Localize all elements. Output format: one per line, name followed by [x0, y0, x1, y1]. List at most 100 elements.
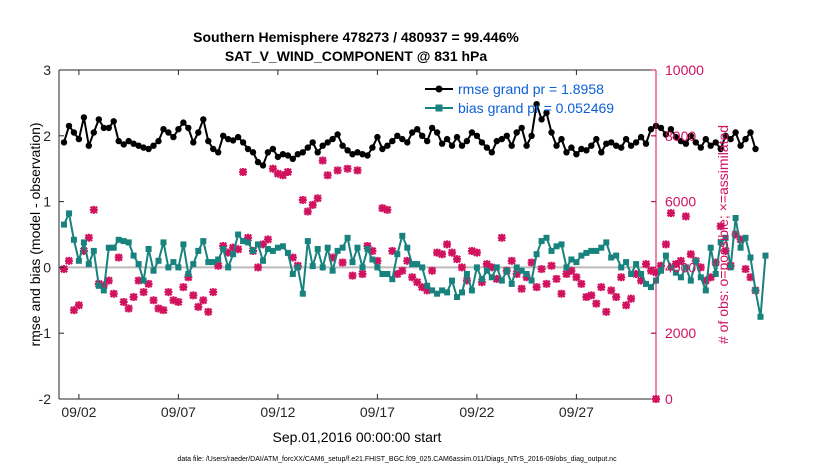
rmse-marker [359, 151, 366, 158]
rmse-marker [274, 153, 282, 161]
rmse-marker [573, 151, 580, 158]
obs-assimilated-marker [204, 307, 213, 316]
obs-assimilated-marker [443, 240, 452, 249]
obs-assimilated-marker [632, 269, 641, 278]
obs-assimilated-marker [477, 278, 486, 287]
bias-marker [200, 238, 207, 245]
bias-marker [389, 276, 396, 283]
rmse-marker [95, 116, 103, 123]
obs-assimilated-marker [263, 235, 272, 244]
rmse-marker [384, 142, 391, 149]
obs-assimilated-marker [532, 283, 541, 292]
bias-marker [409, 261, 416, 268]
bias-marker [667, 264, 674, 271]
bias-marker [648, 284, 654, 291]
obs-assimilated-marker [597, 283, 606, 292]
rmse-marker [140, 144, 147, 151]
rmse-marker [608, 139, 615, 146]
obs-assimilated-marker [288, 253, 297, 262]
rmse-marker [404, 139, 411, 146]
obs-assimilated-marker [627, 294, 636, 303]
obs-assimilated-marker [59, 265, 68, 274]
obs-assimilated-marker [348, 271, 357, 280]
rmse-marker [369, 144, 376, 151]
rmse-marker [155, 137, 162, 145]
obs-assimilated-marker [278, 171, 287, 180]
bias-marker [488, 274, 495, 281]
rmse-marker [463, 137, 471, 145]
obs-assimilated-marker [711, 258, 720, 267]
rmse-marker [125, 137, 132, 145]
obs-assimilated-marker [303, 207, 312, 216]
obs-assimilated-marker [671, 260, 680, 269]
bias-marker [394, 251, 401, 258]
obs-assimilated-marker [676, 256, 685, 265]
rmse-marker [185, 124, 192, 132]
bias-marker [364, 246, 371, 252]
obs-assimilated-marker [328, 253, 337, 262]
rmse-marker [637, 133, 645, 141]
obs-assimilated-marker [124, 304, 133, 313]
bias-marker [628, 271, 635, 277]
rmse-marker [210, 145, 217, 153]
bias-marker [444, 289, 451, 296]
bias-marker [618, 264, 625, 271]
bias-marker [190, 261, 197, 268]
obs-assimilated-marker [637, 276, 646, 285]
bias-marker [762, 252, 769, 259]
rmse-marker [627, 142, 635, 149]
rmse-marker [752, 145, 759, 153]
obs-assimilated-marker [587, 291, 596, 300]
obs-assimilated-marker [512, 269, 521, 278]
rmse-marker [349, 151, 356, 158]
rmse-marker [583, 147, 590, 154]
rmse-marker [598, 149, 605, 156]
rmse-marker [717, 145, 724, 153]
rmse-marker [150, 142, 157, 149]
obs-assimilated-marker [343, 164, 352, 173]
rmse-marker [160, 126, 167, 133]
obs-assimilated-marker [457, 263, 466, 272]
rmse-marker [249, 149, 257, 156]
rmse-marker [175, 126, 182, 133]
bias-marker [140, 277, 147, 284]
bias-marker [210, 259, 217, 266]
rmse-marker [225, 135, 232, 143]
rmse-marker [642, 140, 650, 147]
bias-marker [593, 247, 600, 254]
bias-marker [384, 271, 391, 277]
bias-marker [498, 277, 505, 284]
obs-assimilated-marker [467, 246, 476, 255]
rmse-marker [453, 133, 461, 141]
rmse-marker [533, 101, 540, 108]
bias-marker [672, 269, 679, 276]
rmse-marker [339, 142, 346, 149]
bias-marker [434, 290, 441, 297]
bias-marker [334, 247, 341, 254]
bias-marker [727, 264, 734, 271]
bias-marker [598, 244, 605, 251]
obs-assimilated-marker [403, 256, 412, 265]
rmse-marker [145, 145, 152, 153]
rmse-marker [647, 126, 655, 133]
rmse-marker [513, 129, 520, 136]
rmse-marker [428, 124, 436, 132]
bias-marker [662, 252, 669, 259]
obs-assimilated-marker [721, 246, 730, 255]
rmse-marker [195, 129, 202, 136]
rmse-marker [662, 131, 670, 138]
rmse-marker [548, 129, 555, 136]
x-tick-label: 09/02 [61, 404, 96, 420]
bias-marker [742, 234, 749, 241]
bias-marker [314, 246, 321, 252]
obs-assimilated-marker [517, 284, 526, 293]
chart-title-line-2: SAT_V_WIND_COMPONENT @ 831 hPa [225, 48, 488, 64]
obs-assimilated-marker [433, 248, 442, 257]
obs-assimilated-marker [696, 263, 705, 272]
bias-marker [697, 274, 704, 281]
bias-marker [274, 244, 281, 251]
bias-marker [473, 264, 480, 271]
rmse-marker [379, 145, 386, 153]
bias-marker [493, 264, 500, 271]
